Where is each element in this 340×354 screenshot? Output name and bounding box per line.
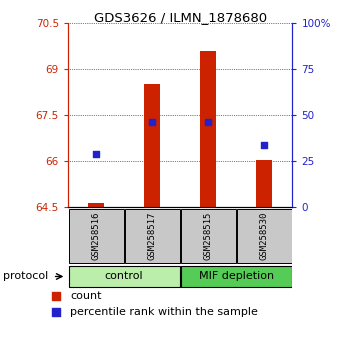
Text: control: control (105, 272, 143, 281)
Text: GSM258515: GSM258515 (204, 212, 213, 261)
Point (93, 151, 99, 156)
Point (205, 120, 211, 125)
Text: GSM258530: GSM258530 (260, 212, 269, 261)
FancyBboxPatch shape (237, 210, 292, 263)
Text: GSM258517: GSM258517 (148, 212, 157, 261)
FancyBboxPatch shape (69, 266, 180, 287)
Point (53, 293, 58, 299)
FancyBboxPatch shape (181, 266, 292, 287)
Text: GSM258516: GSM258516 (91, 212, 101, 261)
Point (261, 142, 267, 147)
FancyBboxPatch shape (69, 210, 123, 263)
Bar (144, 84, 160, 207)
Text: count: count (70, 291, 101, 301)
Text: MIF depletion: MIF depletion (199, 272, 274, 281)
Bar (88, 204, 104, 207)
FancyBboxPatch shape (181, 210, 236, 263)
Bar (256, 160, 272, 207)
Bar (200, 51, 216, 207)
Point (149, 120, 155, 125)
Text: protocol: protocol (3, 272, 49, 281)
Text: percentile rank within the sample: percentile rank within the sample (70, 307, 258, 317)
Point (53, 309, 58, 315)
FancyBboxPatch shape (125, 210, 180, 263)
Text: GDS3626 / ILMN_1878680: GDS3626 / ILMN_1878680 (94, 11, 267, 24)
